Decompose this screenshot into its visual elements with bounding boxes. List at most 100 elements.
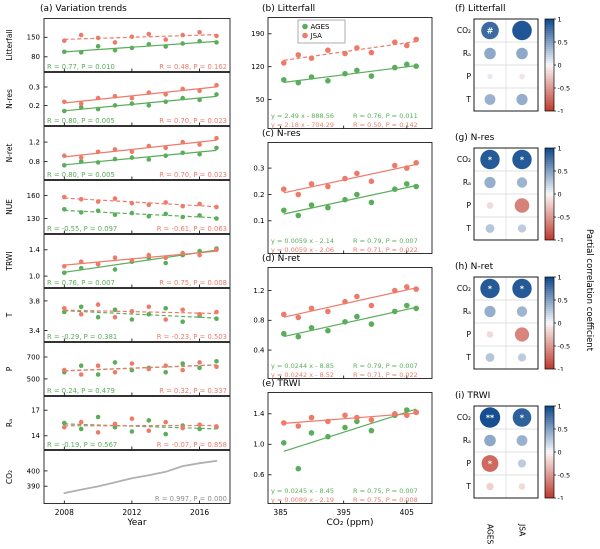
ages-stats-label: R = 0.79, P = 0.007	[353, 237, 418, 245]
colorbar-segment	[545, 434, 554, 437]
colorbar-segment	[545, 67, 554, 70]
corr-circle	[512, 278, 532, 299]
jsa-point	[95, 262, 101, 267]
colorbar-tick-label: 1	[558, 146, 562, 152]
colorbar-segment	[545, 321, 554, 324]
panel-title: (b) Litterfall	[262, 4, 316, 14]
corr-circle	[486, 331, 494, 338]
ages-point	[62, 420, 67, 426]
ages-point	[112, 360, 118, 365]
colorbar-tick-label: 0	[558, 319, 562, 327]
jsa-point	[146, 428, 152, 433]
colorbar-segment	[545, 410, 554, 413]
colorbar-segment	[545, 301, 554, 304]
ages-point	[295, 79, 302, 86]
middle-x-axis: 385 395 405	[273, 508, 414, 517]
jsa-point	[129, 309, 135, 314]
middle-panels-stack: (b) Litterfall 190 120 50 y = 2.49 x - 888.5…	[240, 4, 440, 504]
ages-point	[308, 202, 315, 208]
ages-point	[163, 260, 168, 266]
colorbar-segment	[545, 158, 554, 161]
jsa-point	[354, 45, 360, 51]
ages-point	[308, 325, 315, 331]
ages-point	[112, 307, 118, 313]
jsa-point	[180, 139, 185, 145]
jsa-point	[62, 264, 67, 269]
ages-point	[281, 440, 287, 446]
colorbar-segment	[545, 277, 554, 280]
jsa-point	[197, 312, 202, 317]
jsa-point	[78, 155, 84, 160]
colorbar-segment	[545, 184, 554, 187]
y-tick-label: 0.6	[253, 471, 265, 479]
ages-stats-label: R = 0.76, P = 0.011	[353, 112, 418, 120]
left-row-6: P 700 500 R = 0.24, P = 0.479 R = 0.32, P = …	[5, 342, 231, 396]
ages-stats-label: R = 0.76, P = 0.007	[47, 279, 115, 287]
jsa-stats-label: R = 0.71, P = 0.022	[353, 371, 418, 379]
ages-stats-label: R = 0.75, P = 0.007	[353, 487, 418, 495]
ages-trend-line	[64, 40, 217, 53]
y-tick-label: 0.2	[253, 191, 264, 199]
ages-point	[78, 159, 84, 164]
ages-point	[180, 361, 185, 366]
colorbar-segment	[545, 450, 554, 453]
ages-point	[62, 108, 67, 114]
corr-circle	[484, 176, 496, 189]
ages-point	[78, 363, 84, 368]
ages-point	[197, 213, 202, 218]
colorbar-segment	[545, 279, 554, 282]
jsa-point	[214, 309, 219, 315]
colorbar-segment	[545, 87, 554, 90]
correlation-matrix-2: CO₂ * * Rₐ P T 1 0.5 0 -0.5 -1	[457, 275, 570, 371]
plot-frame	[43, 288, 231, 342]
y-tick-label: 390	[27, 483, 40, 491]
jsa-point	[214, 247, 219, 253]
colorbar-tick-label: 1	[558, 17, 562, 23]
plot-frame	[43, 396, 231, 450]
left-row-4: TRWI 1.4 1.0 R = 0.76, P = 0.007 R = 0.75, P…	[5, 234, 231, 288]
ages-equation-label: y = 0.0059 x - 2.14	[271, 237, 334, 245]
colorbar-segment	[545, 200, 554, 203]
colorbar-segment	[545, 490, 554, 493]
ages-point	[146, 157, 152, 162]
ages-stats-label: R = 0.80, P = 0.005	[47, 117, 115, 125]
colorbar-segment	[545, 347, 554, 350]
colorbar-segment	[545, 333, 554, 336]
jsa-stats-label: R = 0.75, P = 0.008	[353, 496, 418, 504]
legend-ages-label: AGES	[311, 23, 331, 31]
ages-point	[146, 312, 152, 317]
y-tick-label: 0.8	[29, 158, 40, 166]
colorbar-segment	[545, 196, 554, 199]
ages-stats-label: R = 0.24, P = 0.479	[47, 387, 115, 395]
jsa-stats-label: R = 0.32, P = 0.337	[159, 387, 227, 395]
corr-row-label: Rₐ	[463, 178, 471, 187]
ages-point	[281, 77, 287, 83]
colorbar-segment	[545, 460, 554, 463]
plot-frame	[267, 142, 433, 254]
matrix-frame	[473, 18, 539, 112]
ages-point	[281, 207, 287, 214]
jsa-stats-label: R = 0.71, P = 0.022	[353, 246, 418, 254]
colorbar-tick-label: 0	[558, 190, 562, 198]
ages-point	[95, 44, 101, 49]
colorbar-segment	[545, 448, 554, 451]
colorbar-segment	[545, 285, 554, 288]
corr-row-label: T	[465, 224, 471, 233]
left-row-3: NUE 160 130 R = -0.55, P = 0.097 R = -0.61, …	[5, 180, 231, 234]
colorbar-segment	[545, 29, 554, 32]
colorbar-segment	[545, 339, 554, 342]
colorbar-segment	[545, 283, 554, 286]
ages-trend-line	[64, 209, 217, 219]
y-tick-label: 0.3	[29, 83, 40, 91]
colorbar-segment	[545, 337, 554, 340]
jsa-point	[325, 183, 331, 190]
colorbar-segment	[545, 478, 554, 481]
ages-equation-label: y = 0.0244 x - 8.85	[271, 362, 334, 370]
jsa-point	[197, 88, 202, 93]
ages-point	[95, 208, 101, 214]
ages-point	[354, 313, 360, 320]
jsa-point	[112, 147, 118, 152]
y-tick-label: 1.0	[29, 273, 40, 281]
jsa-point	[62, 367, 67, 373]
colorbar-segment	[545, 480, 554, 483]
